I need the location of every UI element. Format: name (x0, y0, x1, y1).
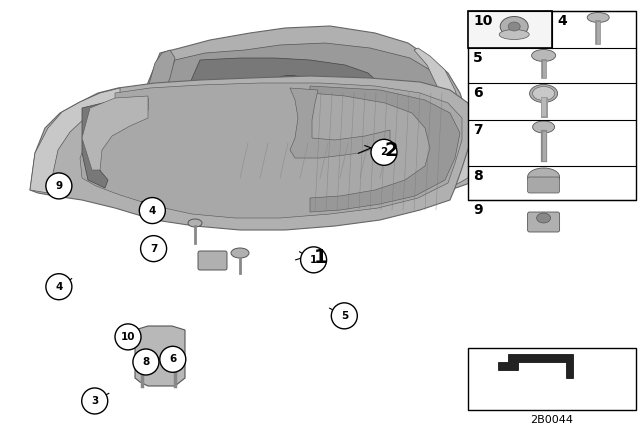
Circle shape (332, 303, 357, 329)
Circle shape (82, 388, 108, 414)
Circle shape (46, 274, 72, 300)
Ellipse shape (508, 22, 520, 31)
Ellipse shape (532, 86, 555, 100)
Text: 8: 8 (142, 357, 150, 367)
Text: 4: 4 (148, 206, 156, 215)
Text: 10: 10 (473, 14, 492, 28)
Text: 7: 7 (473, 123, 483, 137)
Ellipse shape (527, 168, 559, 186)
Polygon shape (82, 96, 148, 170)
Text: 3: 3 (91, 396, 99, 406)
FancyBboxPatch shape (527, 177, 559, 193)
Text: 4: 4 (557, 14, 567, 28)
Polygon shape (498, 354, 573, 378)
Text: 8: 8 (473, 169, 483, 183)
FancyBboxPatch shape (468, 11, 636, 200)
Polygon shape (30, 88, 120, 193)
Text: 6: 6 (169, 354, 177, 364)
Text: 5: 5 (340, 311, 348, 321)
Ellipse shape (260, 76, 320, 121)
Text: 1: 1 (314, 248, 327, 267)
Text: 2: 2 (384, 141, 397, 159)
FancyBboxPatch shape (468, 11, 552, 48)
Text: 1: 1 (310, 255, 317, 265)
Polygon shape (135, 326, 185, 386)
Text: 2: 2 (380, 147, 388, 157)
Polygon shape (162, 43, 460, 184)
Text: 9: 9 (473, 203, 483, 217)
Polygon shape (290, 88, 390, 158)
Polygon shape (80, 83, 462, 218)
Text: 5: 5 (473, 51, 483, 65)
Polygon shape (310, 86, 460, 212)
Ellipse shape (188, 219, 202, 227)
Circle shape (133, 349, 159, 375)
Circle shape (46, 173, 72, 199)
FancyBboxPatch shape (468, 348, 636, 410)
Ellipse shape (500, 17, 528, 36)
Text: 2B0044: 2B0044 (531, 415, 573, 425)
Polygon shape (30, 76, 472, 230)
Text: 6: 6 (473, 86, 483, 100)
Ellipse shape (532, 121, 555, 133)
FancyBboxPatch shape (527, 212, 559, 232)
Ellipse shape (530, 85, 557, 103)
Polygon shape (145, 26, 472, 200)
FancyBboxPatch shape (198, 251, 227, 270)
Ellipse shape (532, 49, 556, 61)
Polygon shape (82, 98, 148, 188)
Ellipse shape (536, 213, 550, 223)
Text: 9: 9 (55, 181, 63, 191)
Text: 7: 7 (150, 244, 157, 254)
Polygon shape (190, 58, 388, 142)
Text: 4: 4 (55, 282, 63, 292)
Circle shape (141, 236, 166, 262)
Polygon shape (148, 50, 175, 98)
Circle shape (371, 139, 397, 165)
Ellipse shape (588, 13, 609, 22)
Ellipse shape (231, 248, 249, 258)
Circle shape (160, 346, 186, 372)
Ellipse shape (499, 30, 529, 39)
Circle shape (115, 324, 141, 350)
Polygon shape (414, 48, 470, 188)
Circle shape (140, 198, 165, 224)
Circle shape (301, 247, 326, 273)
Text: 10: 10 (121, 332, 135, 342)
